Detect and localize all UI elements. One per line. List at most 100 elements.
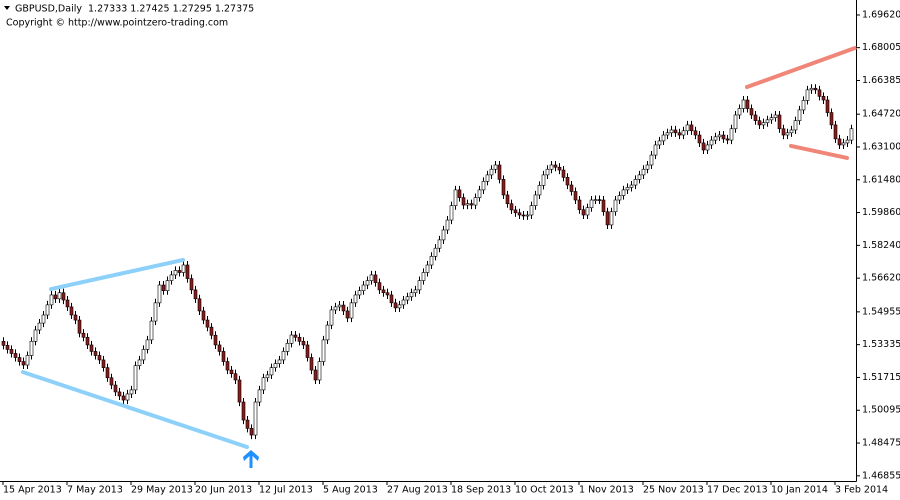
- candle-body: [497, 164, 502, 180]
- x-tick-label: 3 Feb 2014: [835, 485, 888, 496]
- x-tick-label: 15 Apr 2013: [3, 485, 62, 496]
- candle-body: [229, 369, 234, 375]
- candle-body: [133, 365, 138, 391]
- candle-body: [837, 138, 842, 146]
- y-tick-label: 1.64720: [862, 109, 900, 120]
- candle-body: [717, 134, 722, 138]
- candle-body: [657, 140, 662, 146]
- x-tick-label: 20 Jun 2013: [195, 485, 252, 496]
- candle-body: [73, 314, 78, 321]
- candle-body: [341, 304, 346, 312]
- candle-body: [749, 108, 754, 116]
- x-tick-label: 27 Aug 2013: [387, 485, 448, 496]
- candle-body: [113, 384, 118, 393]
- candle-body: [501, 179, 506, 196]
- candle-body: [217, 344, 222, 352]
- candle-body: [517, 212, 522, 216]
- candle-body: [785, 132, 790, 136]
- candle-body: [361, 284, 366, 292]
- candle-body: [37, 322, 42, 331]
- candle-body: [285, 343, 290, 352]
- signal-arrow: [243, 450, 259, 469]
- candle-body: [625, 187, 630, 191]
- x-tick-label: 5 Aug 2013: [323, 485, 378, 496]
- candle-body: [689, 124, 694, 132]
- candle-body: [545, 168, 550, 176]
- candle-body: [421, 272, 426, 281]
- candle-body: [781, 128, 786, 136]
- candle-body: [721, 134, 726, 140]
- candle-body: [481, 181, 486, 191]
- candle-body: [329, 309, 334, 326]
- candle-body: [685, 124, 690, 132]
- candle-body: [653, 144, 658, 156]
- candle-body: [445, 219, 450, 231]
- candle-body: [773, 114, 778, 118]
- candle-body: [365, 280, 370, 286]
- trend-line: [745, 45, 857, 90]
- candle-body: [69, 306, 74, 316]
- trend-line: [49, 257, 185, 292]
- candle-body: [149, 320, 154, 341]
- candle-body: [121, 395, 126, 401]
- candle-body: [325, 324, 330, 341]
- candle-body: [593, 199, 598, 201]
- candle-body: [57, 292, 62, 300]
- candle-body: [641, 168, 646, 176]
- candle-body: [465, 203, 470, 206]
- candle-body: [5, 345, 10, 350]
- candle-body: [253, 401, 258, 436]
- candle-body: [437, 239, 442, 249]
- candle-body: [701, 142, 706, 151]
- candle-body: [249, 428, 254, 436]
- candle-body: [557, 166, 562, 171]
- candle-body: [125, 393, 130, 401]
- candle-body: [589, 199, 594, 209]
- candle-body: [273, 363, 278, 368]
- candle-body: [665, 132, 670, 136]
- candle-body: [677, 132, 682, 136]
- candle-body: [485, 174, 490, 182]
- candle-body: [45, 304, 50, 316]
- candle-body: [145, 339, 150, 350]
- chart-subtitle: Copyright © http://www.pointzero-trading…: [6, 18, 228, 29]
- candle-body: [829, 112, 834, 126]
- candle-body: [381, 289, 386, 294]
- candle-body: [637, 174, 642, 180]
- candle-body: [649, 154, 654, 166]
- candle-body: [33, 329, 38, 342]
- candle-body: [425, 264, 430, 273]
- candle-body: [417, 280, 422, 291]
- y-tick-label: 1.68005: [862, 42, 900, 53]
- candle-body: [821, 96, 826, 101]
- candle-body: [813, 87, 818, 91]
- candle-body: [89, 344, 94, 352]
- candle-body: [193, 289, 198, 300]
- y-tick-label: 1.48475: [862, 438, 900, 449]
- y-tick-label: 1.53335: [862, 339, 900, 350]
- candle-body: [553, 164, 558, 168]
- candle-body: [441, 229, 446, 241]
- candle-body: [741, 99, 746, 109]
- candle-body: [725, 138, 730, 141]
- candle-body: [25, 355, 30, 366]
- candle-body: [817, 89, 822, 97]
- candle-body: [477, 189, 482, 198]
- candle-body: [789, 129, 794, 134]
- candle-body: [525, 214, 530, 217]
- candle-body: [61, 292, 66, 301]
- candle-body: [349, 302, 354, 319]
- candle-body: [101, 359, 106, 368]
- candle-body: [369, 274, 374, 281]
- y-tick-label: 1.46855: [862, 470, 900, 481]
- candle-body: [617, 195, 622, 201]
- candle-body: [737, 108, 742, 116]
- candle-body: [345, 310, 350, 319]
- candle-body: [825, 99, 830, 113]
- candle-body: [241, 401, 246, 421]
- candle-body: [233, 373, 238, 381]
- menu-triangle[interactable]: [4, 6, 10, 10]
- candle-body: [413, 289, 418, 294]
- candle-body: [397, 304, 402, 309]
- y-tick-label: 1.56620: [862, 273, 900, 284]
